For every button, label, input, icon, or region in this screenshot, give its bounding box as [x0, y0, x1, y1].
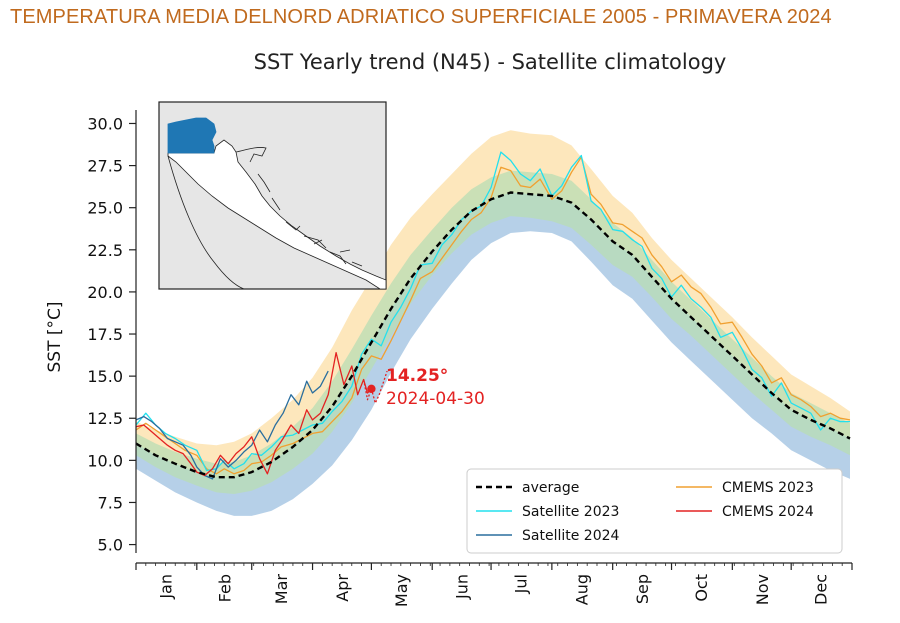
series-satellite-2024 — [135, 370, 329, 480]
x-tick-label: Oct — [692, 574, 711, 602]
x-tick-label: Feb — [215, 574, 234, 602]
y-tick-label: 10.0 — [87, 451, 123, 470]
legend-label-cmems-2023: CMEMS 2023 — [722, 480, 814, 496]
x-tick-label: May — [392, 574, 411, 607]
y-tick-label: 17.5 — [87, 325, 123, 344]
x-tick-label: Sep — [633, 574, 652, 604]
y-tick-label: 20.0 — [87, 283, 123, 302]
band-middle — [136, 170, 850, 494]
inset-map — [158, 101, 387, 290]
x-tick-label: Dec — [812, 574, 831, 605]
series-cmems-2024 — [135, 351, 372, 477]
y-tick-label: 15.0 — [87, 367, 123, 386]
banner-title: TEMPERATURA MEDIA DELNORD ADRIATICO SUPE… — [10, 6, 832, 28]
series-satellite-2023 — [135, 151, 850, 472]
y-tick-label: 12.5 — [87, 409, 123, 428]
legend: average Satellite 2023 Satellite 2024 CM… — [466, 468, 843, 554]
series-cmems-2024-dotted — [362, 370, 388, 404]
y-tick-label: 22.5 — [87, 241, 123, 260]
x-tick-label: Aug — [572, 574, 591, 605]
legend-box — [466, 468, 843, 554]
y-tick-label: 27.5 — [87, 157, 123, 176]
legend-label-average: average — [522, 480, 579, 496]
x-tick-label: Apr — [333, 574, 352, 602]
annotation-date: 2024-04-30 — [386, 389, 485, 409]
y-tick-label: 30.0 — [87, 114, 123, 133]
series-lines — [135, 151, 851, 480]
x-ticks: Jan Feb Mar Apr May Jun Jul Aug Sep Oct Nov Dec — [135, 563, 853, 607]
inset-land — [167, 139, 387, 290]
y-tick-label: 7.5 — [98, 493, 123, 512]
legend-label-satellite-2024: Satellite 2024 — [522, 528, 620, 544]
annotation-value: 14.25° — [386, 366, 448, 386]
x-tick-label: Mar — [272, 574, 291, 605]
legend-label-cmems-2024: CMEMS 2024 — [722, 504, 814, 520]
chart-title: SST Yearly trend (N45) - Satellite clima… — [253, 50, 727, 74]
x-tick-label: Jun — [453, 574, 472, 600]
y-tick-label: 5.0 — [98, 536, 123, 555]
series-average — [135, 191, 851, 479]
y-axis-label: SST [°C] — [45, 301, 65, 372]
y-tick-label: 25.0 — [87, 199, 123, 218]
legend-label-satellite-2023: Satellite 2023 — [522, 504, 619, 520]
y-ticks: 5.0 7.5 10.0 12.5 15.0 17.5 20.0 22.5 25.0 27.5 30… — [87, 114, 136, 555]
inset-sea-region — [167, 117, 217, 154]
x-tick-label: Jan — [156, 574, 175, 600]
x-tick-label: Nov — [753, 574, 772, 605]
annotation-marker — [367, 384, 376, 393]
x-tick-label: Jul — [512, 574, 531, 594]
inset-coast — [167, 147, 363, 290]
series-cmems-2023 — [135, 156, 851, 475]
